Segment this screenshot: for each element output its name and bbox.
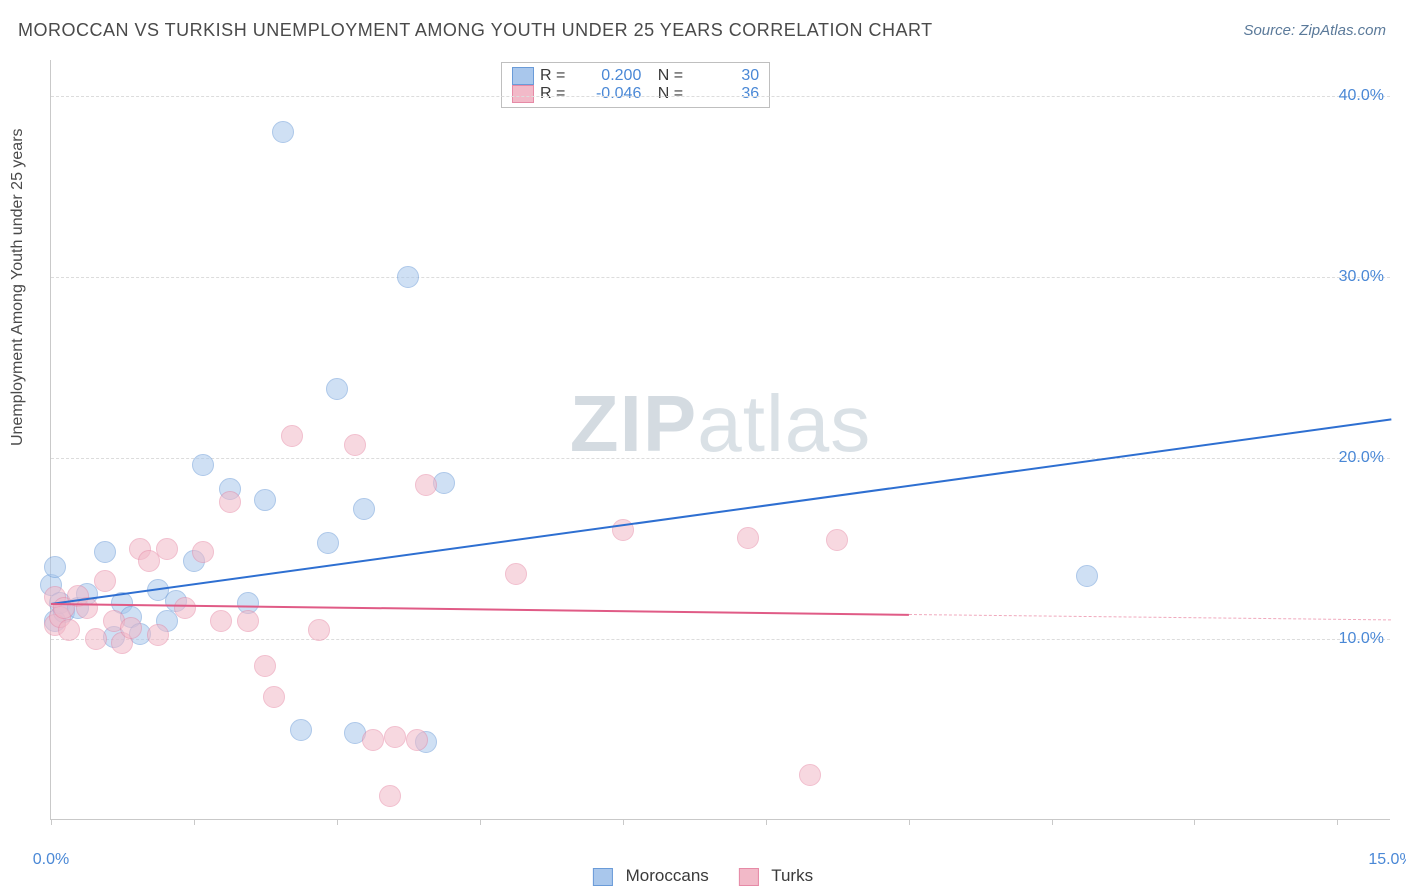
x-tick (1337, 819, 1338, 825)
x-tick (480, 819, 481, 825)
x-tick (1194, 819, 1195, 825)
data-point (737, 527, 759, 549)
data-point (344, 434, 366, 456)
x-tick (909, 819, 910, 825)
data-point (384, 726, 406, 748)
stats-r-label: R = (540, 67, 565, 85)
x-tick (51, 819, 52, 825)
swatch-turks-icon (739, 868, 759, 886)
stats-legend: R = 0.200 N = 30 R = -0.046 N = 36 (501, 62, 770, 108)
swatch-turks-icon (512, 85, 534, 103)
stats-row-turks: R = -0.046 N = 36 (512, 85, 759, 103)
x-tick (1052, 819, 1053, 825)
data-point (94, 541, 116, 563)
swatch-moroccans-icon (512, 67, 534, 85)
data-point (254, 489, 276, 511)
stats-n-value-moroccans: 30 (689, 67, 759, 85)
gridline (51, 96, 1390, 97)
legend-label-turks: Turks (771, 866, 813, 885)
data-point (379, 785, 401, 807)
x-tick (337, 819, 338, 825)
data-point (362, 729, 384, 751)
data-point (192, 541, 214, 563)
stats-n-label: N = (658, 85, 683, 103)
trend-line (909, 614, 1391, 620)
plot-area: ZIPatlas R = 0.200 N = 30 R = -0.046 N =… (50, 60, 1390, 820)
stats-r-value-turks: -0.046 (571, 85, 641, 103)
stats-r-value-moroccans: 0.200 (571, 67, 641, 85)
data-point (58, 619, 80, 641)
stats-n-value-turks: 36 (689, 85, 759, 103)
data-point (237, 610, 259, 632)
data-point (415, 474, 437, 496)
stats-row-moroccans: R = 0.200 N = 30 (512, 67, 759, 85)
y-tick-label: 30.0% (1324, 268, 1384, 286)
y-tick-label: 10.0% (1324, 630, 1384, 648)
gridline (51, 639, 1390, 640)
data-point (254, 655, 276, 677)
legend-item-moroccans: Moroccans (593, 866, 709, 886)
data-point (1076, 565, 1098, 587)
watermark: ZIPatlas (570, 378, 871, 470)
trend-line (51, 418, 1391, 605)
data-point (290, 719, 312, 741)
gridline (51, 277, 1390, 278)
source-label: Source: ZipAtlas.com (1243, 22, 1386, 39)
y-tick-label: 20.0% (1324, 449, 1384, 467)
data-point (272, 121, 294, 143)
data-point (406, 729, 428, 751)
data-point (326, 378, 348, 400)
data-point (192, 454, 214, 476)
series-legend: Moroccans Turks (593, 866, 813, 886)
data-point (281, 425, 303, 447)
x-tick (766, 819, 767, 825)
data-point (397, 266, 419, 288)
y-axis-label: Unemployment Among Youth under 25 years (9, 128, 27, 446)
data-point (44, 556, 66, 578)
stats-n-label: N = (658, 67, 683, 85)
data-point (85, 628, 107, 650)
data-point (353, 498, 375, 520)
data-point (120, 617, 142, 639)
legend-item-turks: Turks (739, 866, 813, 886)
x-tick-label: 0.0% (33, 851, 69, 869)
data-point (263, 686, 285, 708)
swatch-moroccans-icon (593, 868, 613, 886)
data-point (147, 624, 169, 646)
gridline (51, 458, 1390, 459)
data-point (317, 532, 339, 554)
data-point (94, 570, 116, 592)
y-tick-label: 40.0% (1324, 87, 1384, 105)
data-point (210, 610, 232, 632)
data-point (308, 619, 330, 641)
x-tick (194, 819, 195, 825)
x-tick-label: 15.0% (1368, 851, 1406, 869)
chart-container: MOROCCAN VS TURKISH UNEMPLOYMENT AMONG Y… (0, 0, 1406, 892)
x-tick (623, 819, 624, 825)
data-point (505, 563, 527, 585)
data-point (799, 764, 821, 786)
chart-title: MOROCCAN VS TURKISH UNEMPLOYMENT AMONG Y… (18, 20, 933, 41)
legend-label-moroccans: Moroccans (626, 866, 709, 885)
data-point (826, 529, 848, 551)
data-point (174, 597, 196, 619)
stats-r-label: R = (540, 85, 565, 103)
data-point (219, 491, 241, 513)
data-point (156, 538, 178, 560)
